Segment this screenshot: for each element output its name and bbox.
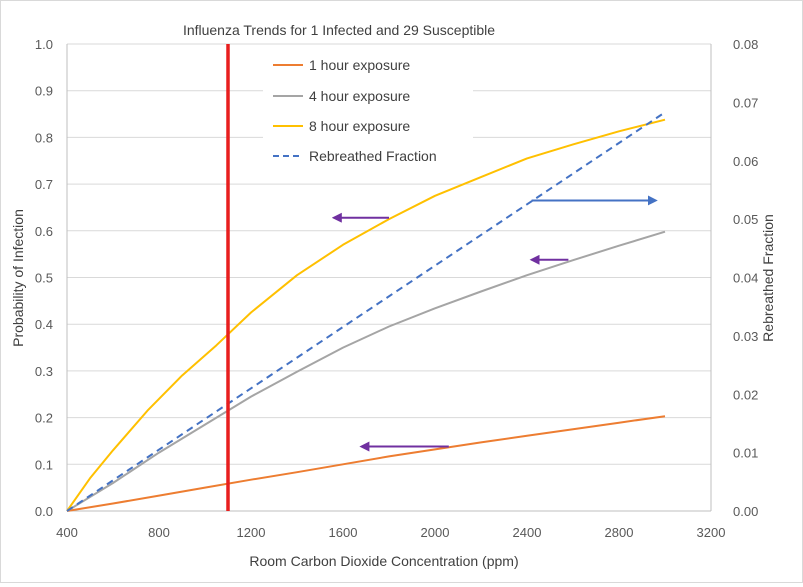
y-axis-label: Probability of Infection (10, 209, 26, 347)
y-tick-label: 1.0 (35, 37, 53, 52)
series-line-1-hour-exposure (66, 415, 666, 512)
y-tick-label: 0.2 (35, 411, 53, 426)
y2-tick-label: 0.00 (733, 504, 758, 519)
data-series (66, 111, 666, 512)
overlays (226, 44, 658, 511)
x-axis-label: Room Carbon Dioxide Concentration (ppm) (249, 553, 518, 569)
y-tick-label: 0.1 (35, 457, 53, 472)
legend-item-rebreathed: Rebreathed Fraction (273, 148, 437, 164)
x-tick-label: 1600 (329, 525, 358, 540)
y-tick-label: 0.4 (35, 317, 53, 332)
y-tick-label: 0.8 (35, 130, 53, 145)
legend-item-4-hour: 4 hour exposure (273, 88, 410, 104)
legend-background (263, 51, 473, 175)
y-tick-label: 0.0 (35, 504, 53, 519)
legend-label-1-hour: 1 hour exposure (309, 57, 410, 73)
legend-item-8-hour: 8 hour exposure (273, 118, 410, 134)
series-line-4-hour-exposure (66, 230, 666, 512)
y2-tick-label: 0.02 (733, 387, 758, 402)
y2-tick-label: 0.05 (733, 212, 758, 227)
series-line-8-hour-exposure (66, 118, 666, 512)
x-tick-label: 2400 (513, 525, 542, 540)
y2-tick-label: 0.08 (733, 37, 758, 52)
y2-tick-label: 0.04 (733, 271, 758, 286)
x-tick-label: 800 (148, 525, 170, 540)
tick-labels: 0.0 0.1 0.2 0.3 0.4 0.5 0.6 0.7 0.8 0.9 1.0 0.00 0.0… (35, 37, 758, 540)
x-tick-label: 1200 (237, 525, 266, 540)
legend-item-1-hour: 1 hour exposure (273, 57, 410, 73)
legend-label-8-hour: 8 hour exposure (309, 118, 410, 134)
y2-tick-label: 0.07 (733, 95, 758, 110)
axes (66, 44, 712, 512)
x-tick-label: 3200 (697, 525, 726, 540)
y2-tick-label: 0.01 (733, 446, 758, 461)
chart-title: Influenza Trends for 1 Infected and 29 S… (183, 22, 495, 38)
y-tick-label: 0.5 (35, 271, 53, 286)
y-tick-label: 0.6 (35, 224, 53, 239)
y2-tick-label: 0.03 (733, 329, 758, 344)
y-tick-label: 0.9 (35, 84, 53, 99)
x-tick-label: 400 (56, 525, 78, 540)
y-tick-label: 0.3 (35, 364, 53, 379)
legend-label-rebreathed: Rebreathed Fraction (309, 148, 437, 164)
y-tick-label: 0.7 (35, 177, 53, 192)
legend-label-4-hour: 4 hour exposure (309, 88, 410, 104)
x-tick-label: 2000 (421, 525, 450, 540)
legend: 1 hour exposure 4 hour exposure 8 hour e… (263, 51, 473, 175)
y2-axis-label: Rebreathed Fraction (760, 214, 776, 342)
y2-tick-label: 0.06 (733, 154, 758, 169)
x-tick-label: 2800 (605, 525, 634, 540)
